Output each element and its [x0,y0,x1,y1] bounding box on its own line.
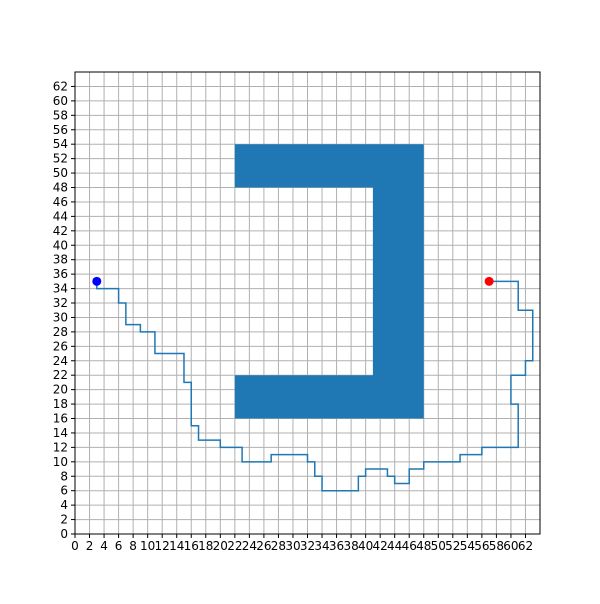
x-tick-label: 58 [489,539,504,553]
y-axis-ticks: 0246810121416182022242628303234363840424… [53,79,75,541]
y-tick-label: 40 [53,238,68,252]
y-tick-label: 34 [53,282,68,296]
x-tick-label: 24 [242,539,257,553]
x-tick-label: 60 [503,539,518,553]
y-tick-label: 28 [53,325,68,339]
y-tick-label: 58 [53,108,68,122]
y-tick-label: 62 [53,79,68,93]
x-tick-label: 54 [460,539,475,553]
y-tick-label: 12 [53,440,68,454]
x-tick-label: 40 [358,539,373,553]
x-tick-label: 48 [416,539,431,553]
y-tick-label: 20 [53,383,68,397]
x-tick-label: 8 [129,539,137,553]
x-tick-label: 18 [198,539,213,553]
start-point [92,276,102,286]
path-layer [96,280,534,492]
x-tick-label: 56 [474,539,489,553]
x-axis-ticks: 0 2 4 6 8 10 12 14 16 18 20 22 24 26 28 30 32 34 36 38 40 42 4… [71,534,533,553]
x-tick-label: 38 [343,539,358,553]
y-tick-label: 6 [60,484,68,498]
y-tick-label: 56 [53,123,68,137]
x-tick-label: 20 [213,539,228,553]
y-tick-label: 10 [53,455,68,469]
y-tick-label: 46 [53,195,68,209]
x-tick-label: 30 [285,539,300,553]
path-line [96,280,534,492]
y-tick-label: 44 [53,209,68,223]
grid [74,72,540,535]
points-layer [92,276,494,286]
x-tick-label: 2 [86,539,94,553]
x-tick-label: 12 [155,539,170,553]
x-tick-label: 42 [373,539,388,553]
obstacle-shape [234,144,424,419]
y-tick-label: 38 [53,253,68,267]
x-tick-label: 62 [518,539,533,553]
y-tick-label: 60 [53,94,68,108]
x-tick-label: 34 [314,539,329,553]
y-tick-label: 42 [53,224,68,238]
y-tick-label: 18 [53,397,68,411]
x-tick-label: 50 [431,539,446,553]
y-tick-label: 24 [53,354,68,368]
x-tick-label: 6 [115,539,123,553]
y-tick-label: 8 [60,469,68,483]
x-tick-label: 0 [71,539,79,553]
goal-point [484,276,494,286]
x-tick-label: 22 [227,539,242,553]
y-tick-label: 26 [53,339,68,353]
y-tick-label: 16 [53,412,68,426]
y-tick-label: 4 [60,498,68,512]
y-tick-label: 22 [53,368,68,382]
x-tick-label: 46 [402,539,417,553]
x-tick-label: 36 [329,539,344,553]
y-tick-label: 52 [53,152,68,166]
x-tick-label: 44 [387,539,402,553]
x-tick-label: 28 [271,539,286,553]
obstacle-layer [234,144,424,419]
x-tick-label: 10 [140,539,155,553]
y-tick-label: 0 [60,527,68,541]
x-tick-label: 4 [100,539,108,553]
y-tick-label: 48 [53,181,68,195]
y-tick-label: 14 [53,426,68,440]
x-tick-label: 16 [184,539,199,553]
x-tick-label: 52 [445,539,460,553]
y-tick-label: 54 [53,137,68,151]
y-tick-label: 50 [53,166,68,180]
y-tick-label: 30 [53,310,68,324]
x-tick-label: 14 [169,539,184,553]
x-tick-label: 32 [300,539,315,553]
y-tick-label: 32 [53,296,68,310]
y-tick-label: 36 [53,267,68,281]
x-tick-label: 26 [256,539,271,553]
y-tick-label: 2 [60,513,68,527]
